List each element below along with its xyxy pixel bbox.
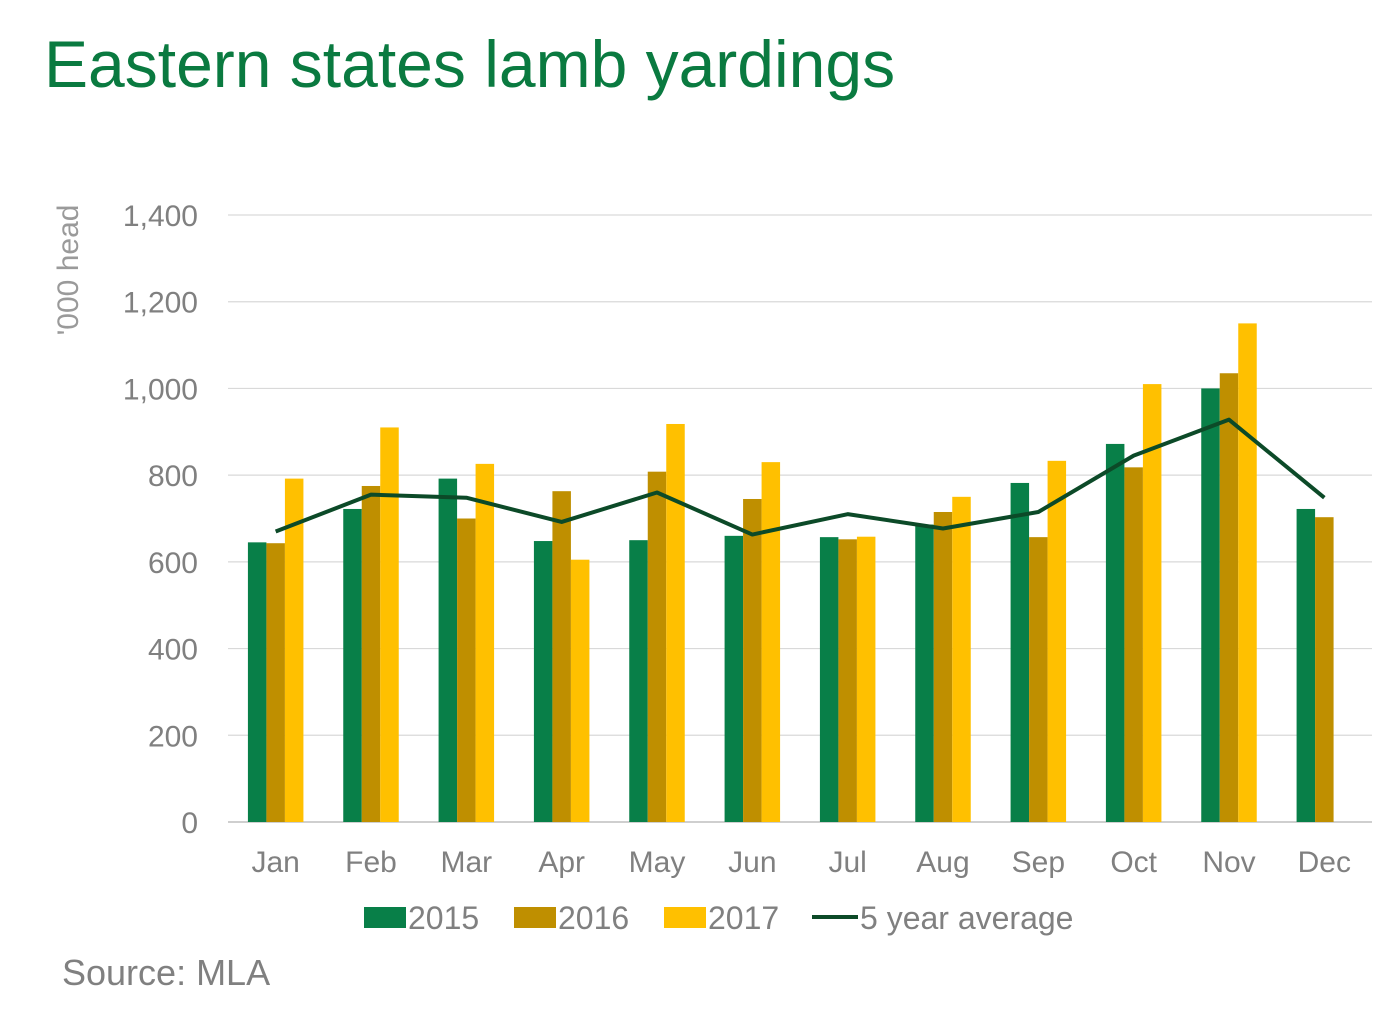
bar-2016-Nov xyxy=(1219,373,1239,822)
bar-2015-Oct xyxy=(1105,443,1125,822)
x-tick-label: Jun xyxy=(728,846,776,879)
x-axis-ticks: Jan Feb Mar Apr May Jun Jul Aug Sep Oct Nov Dec xyxy=(251,846,1351,879)
bar-2016-Oct xyxy=(1124,467,1143,822)
x-tick-label: Mar xyxy=(440,846,492,879)
bar-2016-Dec xyxy=(1315,517,1334,822)
bar-2016-Jul xyxy=(838,539,857,822)
bar-2017-Jan xyxy=(284,478,304,822)
y-tick-label: 1,200 xyxy=(123,287,198,320)
y-tick-label: 0 xyxy=(181,807,198,840)
x-tick-label: Jan xyxy=(251,846,299,879)
bar-2016-Aug xyxy=(933,511,953,822)
bar-2017-Aug xyxy=(952,496,971,822)
bar-2015-Nov xyxy=(1201,388,1220,822)
legend-label-2017: 2017 xyxy=(708,900,779,936)
x-tick-label: Apr xyxy=(538,846,585,879)
line-5 year average xyxy=(274,417,1326,537)
bar-2015-Aug xyxy=(915,524,934,822)
bar-series xyxy=(247,323,1334,822)
y-tick-label: 800 xyxy=(148,460,198,493)
y-tick-label: 400 xyxy=(148,634,198,667)
bar-2016-Mar xyxy=(457,518,476,822)
source-note: Source: MLA xyxy=(62,952,271,993)
bar-2017-Feb xyxy=(380,427,399,822)
bar-2015-Jun xyxy=(724,535,744,822)
x-tick-label: Feb xyxy=(345,846,397,879)
bar-2017-Nov xyxy=(1238,323,1257,822)
legend-swatch-2016 xyxy=(514,907,556,928)
bar-2016-Apr xyxy=(552,491,571,822)
chart-title: Eastern states lamb yardings xyxy=(44,27,896,101)
y-axis-label: '000 head xyxy=(52,205,85,336)
x-tick-label: Sep xyxy=(1012,846,1065,879)
x-tick-label: Oct xyxy=(1110,846,1157,879)
bar-2017-Mar xyxy=(475,463,495,822)
bar-2015-Mar xyxy=(438,478,458,822)
x-tick-label: Nov xyxy=(1202,846,1255,879)
bar-2015-Apr xyxy=(533,541,553,822)
y-tick-label: 1,400 xyxy=(123,200,198,233)
bar-2017-Oct xyxy=(1142,384,1162,822)
y-tick-label: 1,000 xyxy=(123,373,198,406)
legend-label-5 year average: 5 year average xyxy=(860,900,1073,936)
x-tick-label: Dec xyxy=(1298,846,1351,879)
bar-2016-May xyxy=(647,471,667,822)
bar-2015-Jan xyxy=(247,542,267,822)
bar-2016-Jun xyxy=(743,498,762,822)
legend-swatch-2017 xyxy=(664,907,706,928)
bar-2015-Dec xyxy=(1296,508,1316,822)
bar-2016-Sep xyxy=(1029,537,1048,822)
bar-2015-Feb xyxy=(343,508,362,822)
y-tick-label: 200 xyxy=(148,720,198,753)
bar-2017-Apr xyxy=(570,559,590,822)
bar-2017-Sep xyxy=(1047,460,1067,822)
gridlines xyxy=(228,214,1372,823)
line-series xyxy=(274,417,1326,537)
legend-label-2016: 2016 xyxy=(558,900,629,936)
y-axis-ticks: 0 200 400 600 800 1,000 1,200 1,400 xyxy=(123,200,198,840)
bar-2016-Jan xyxy=(266,543,285,822)
bar-2016-Feb xyxy=(361,485,381,822)
bar-2017-Jul xyxy=(856,536,876,822)
y-tick-label: 600 xyxy=(148,547,198,580)
bar-2015-Sep xyxy=(1010,482,1030,822)
bar-2015-May xyxy=(629,540,648,822)
x-tick-label: Jul xyxy=(828,846,866,879)
legend: 2015 2016 2017 5 year average xyxy=(364,900,1073,936)
bar-2017-Jun xyxy=(761,462,781,822)
x-tick-label: Aug xyxy=(916,846,969,879)
bar-2017-May xyxy=(666,423,685,822)
legend-swatch-2015 xyxy=(364,907,406,928)
bar-2015-Jul xyxy=(819,537,839,822)
legend-label-2015: 2015 xyxy=(408,900,479,936)
x-tick-label: May xyxy=(629,846,686,879)
